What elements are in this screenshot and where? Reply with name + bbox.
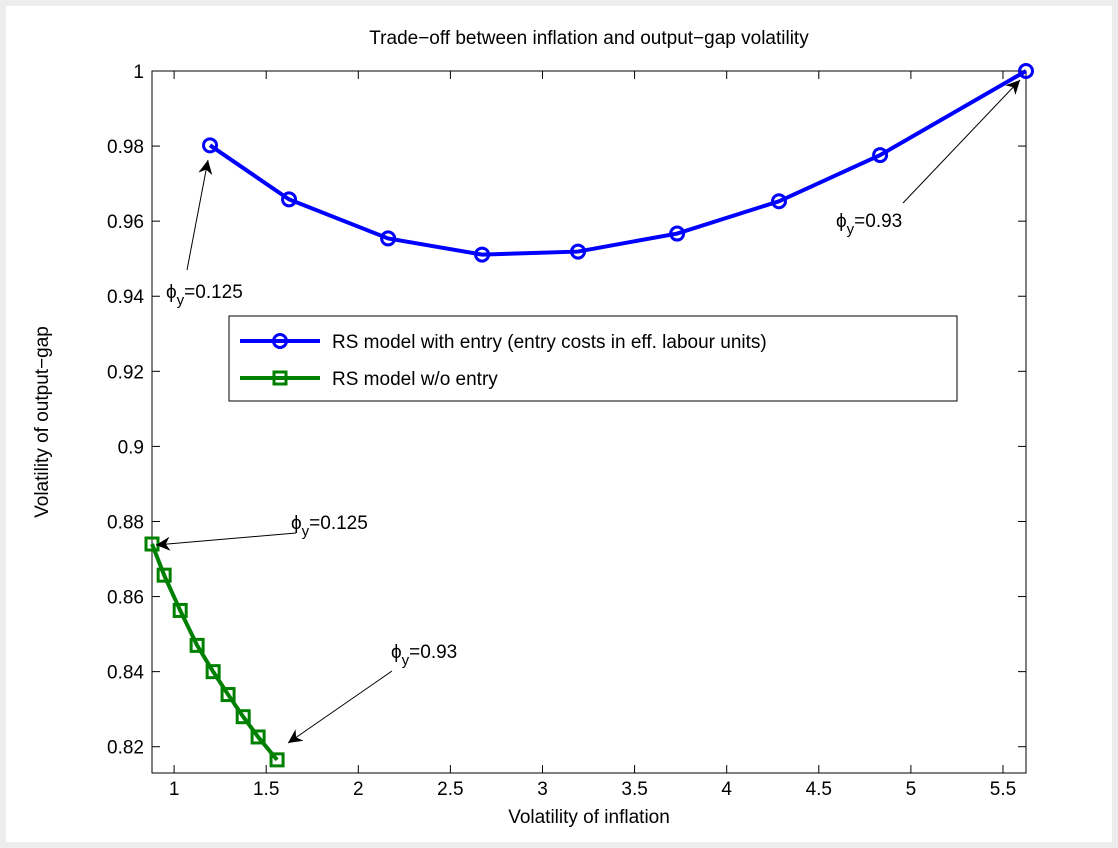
annotation-subscript: y [302, 523, 310, 540]
x-tick-label: 4.5 [806, 779, 832, 800]
point [281, 191, 298, 208]
point [205, 664, 221, 680]
point [202, 137, 219, 154]
y-tick-label: 0.92 [107, 362, 144, 383]
annotation-text: =0.93 [854, 211, 902, 232]
y-tick-label: 1 [133, 62, 144, 83]
point [770, 193, 787, 210]
annotation-text: =0.93 [409, 642, 457, 663]
annotation-subscript: y [847, 221, 855, 238]
annotation-arrow [902, 79, 1021, 204]
x-axis-label: Volatility of inflation [508, 807, 670, 828]
point [235, 709, 251, 725]
axes-box [151, 70, 1027, 774]
annotation-subscript: y [177, 292, 185, 309]
point [570, 243, 587, 260]
annotation-arrow [186, 159, 213, 271]
point [269, 752, 285, 768]
y-tick-label: 0.82 [107, 738, 144, 759]
legend-label: RS model with entry (entry costs in eff.… [332, 332, 767, 353]
y-tick-label: 0.94 [107, 287, 144, 308]
y-axis-label: Volatility of output−gap [32, 326, 53, 518]
legend: RS model with entry (entry costs in eff.… [228, 315, 958, 402]
chart-title: Trade−off between inflation and output−g… [369, 28, 809, 49]
x-tick-label: 2.5 [437, 779, 463, 800]
annotation-text: =0.125 [309, 513, 368, 534]
y-tick-label: 0.84 [107, 663, 144, 684]
y-tick-label: 0.86 [107, 588, 144, 609]
x-tick-label: 1 [169, 779, 180, 800]
y-tick-label: 0.9 [118, 437, 144, 458]
x-tick-label: 5 [906, 779, 917, 800]
point [474, 246, 491, 263]
series-line [208, 69, 1027, 257]
point [669, 225, 686, 242]
point [1018, 63, 1034, 79]
x-tick-label: 5.5 [990, 779, 1016, 800]
annotation-subscript: y [402, 652, 410, 669]
point [220, 687, 236, 703]
x-tick-label: 1.5 [253, 779, 279, 800]
x-tick-label: 3 [537, 779, 548, 800]
y-tick-label: 0.98 [107, 137, 144, 158]
annotation: ϕy=0.93 [391, 642, 457, 669]
x-tick-label: 2 [353, 779, 364, 800]
annotation-arrow [287, 670, 393, 744]
x-tick-label: 3.5 [621, 779, 647, 800]
point [156, 567, 172, 583]
legend-box [228, 315, 958, 402]
legend-marker [272, 333, 288, 349]
point [380, 230, 397, 247]
x-tick-label: 4 [721, 779, 732, 800]
annotation-symbol: ϕ [291, 513, 302, 534]
legend-marker [272, 370, 288, 386]
annotation: ϕy=0.125 [291, 513, 368, 540]
point [172, 602, 188, 618]
y-tick-label: 0.96 [107, 212, 144, 233]
annotation-text: =0.125 [184, 282, 243, 303]
point [872, 147, 889, 164]
annotation-symbol: ϕ [836, 211, 847, 232]
point [250, 729, 266, 745]
annotation-symbol: ϕ [166, 282, 177, 303]
annotation-arrow [155, 532, 297, 551]
point [189, 637, 205, 653]
annotation: ϕy=0.125 [166, 282, 243, 309]
annotation-symbol: ϕ [391, 642, 402, 663]
annotation: ϕy=0.93 [836, 211, 902, 238]
y-tick-label: 0.88 [107, 512, 144, 533]
legend-label: RS model w/o entry [332, 369, 498, 390]
